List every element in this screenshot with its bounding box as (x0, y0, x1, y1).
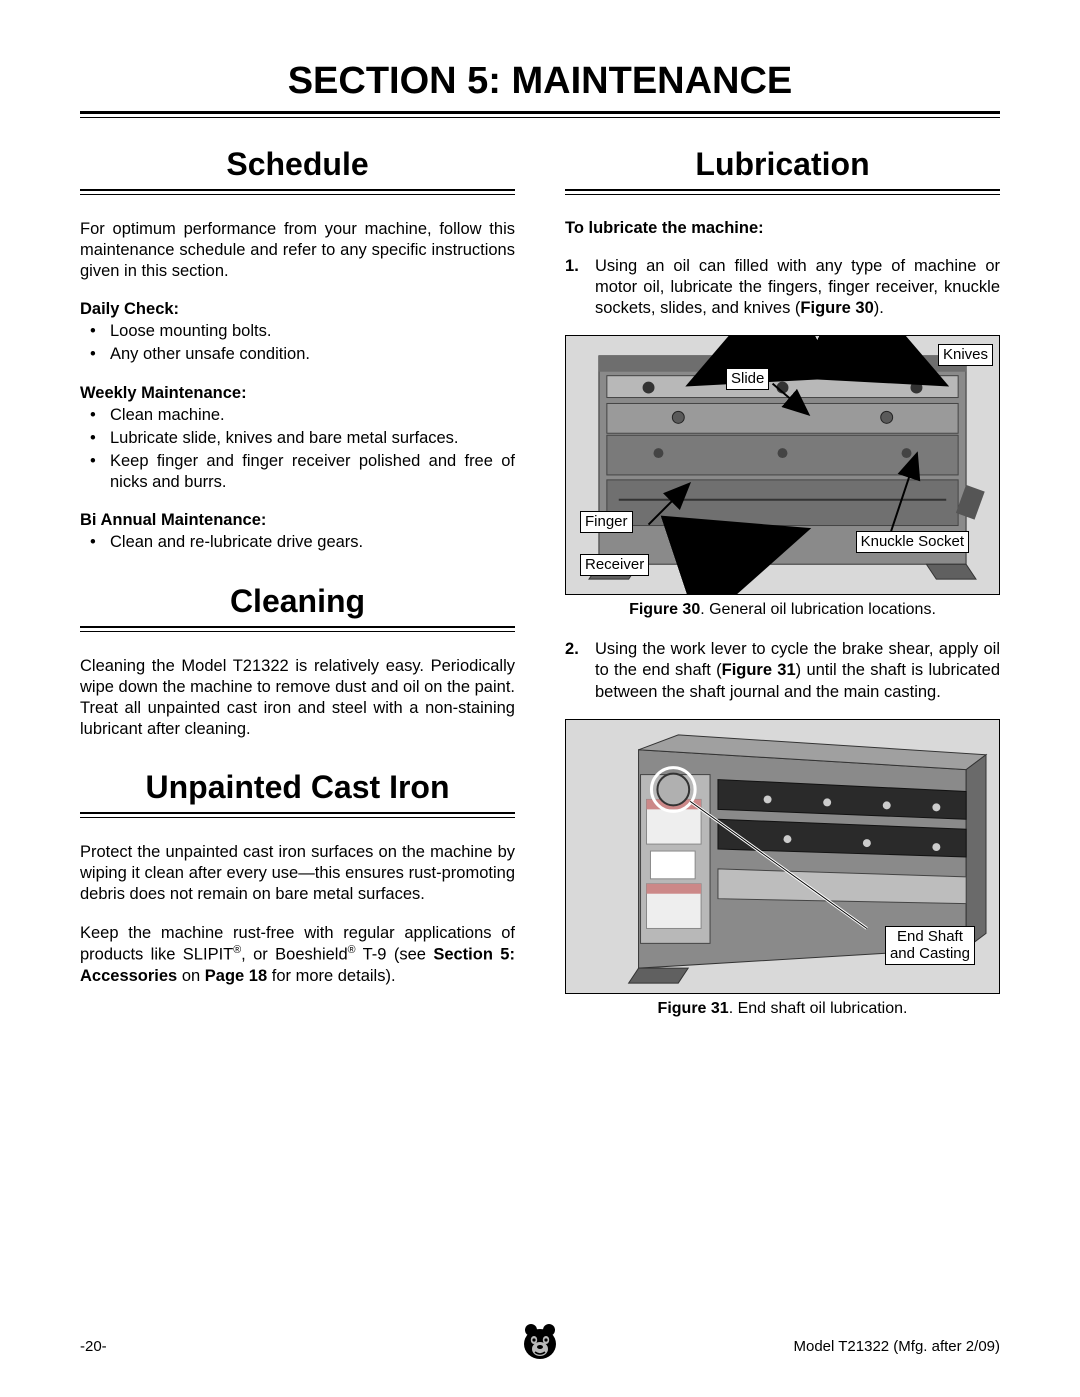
lubricate-lead: To lubricate the machine: (565, 219, 1000, 238)
section-title: SECTION 5: MAINTENANCE (80, 60, 1000, 103)
list-item: Loose mounting bolts. (110, 321, 515, 342)
lubrication-steps: Using an oil can filled with any type of… (565, 256, 1000, 319)
label-knives: Knives (938, 344, 993, 365)
label-slide: Slide (726, 368, 769, 389)
two-column-layout: Schedule For optimum performance from yo… (80, 146, 1000, 1018)
lubrication-steps-2: Using the work lever to cycle the brake … (565, 639, 1000, 702)
page: SECTION 5: MAINTENANCE Schedule For opti… (0, 0, 1080, 1058)
castiron-p1: Protect the unpainted cast iron surfaces… (80, 842, 515, 905)
castiron-title: Unpainted Cast Iron (80, 769, 515, 806)
section-rule (80, 111, 1000, 114)
section-rule (80, 117, 1000, 118)
label-knuckle: Knuckle Socket (856, 531, 969, 552)
model-info: Model T21322 (Mfg. after 2/09) (794, 1338, 1001, 1355)
figure-30-caption: Figure 30. General oil lubrication locat… (565, 601, 1000, 619)
cleaning-title: Cleaning (80, 583, 515, 620)
lubrication-title: Lubrication (565, 146, 1000, 183)
list-item: Lubricate slide, knives and bare metal s… (110, 428, 515, 449)
list-item: Keep finger and finger receiver polished… (110, 451, 515, 493)
weekly-list: Clean machine. Lubricate slide, knives a… (80, 405, 515, 493)
biannual-list: Clean and re-lubricate drive gears. (80, 532, 515, 553)
rule (80, 812, 515, 818)
list-item: Clean machine. (110, 405, 515, 426)
rule (80, 189, 515, 195)
rule (80, 626, 515, 632)
label-end-shaft: End Shaft and Casting (885, 926, 975, 965)
page-number: -20- (80, 1338, 107, 1355)
schedule-intro: For optimum performance from your machin… (80, 219, 515, 282)
list-item: Clean and re-lubricate drive gears. (110, 532, 515, 553)
label-finger: Finger (580, 511, 633, 532)
daily-list: Loose mounting bolts. Any other unsafe c… (80, 321, 515, 365)
daily-label: Daily Check: (80, 300, 515, 319)
figure-30: Knives Slide Finger Receiver Knuckle Soc… (565, 335, 1000, 595)
step-2: Using the work lever to cycle the brake … (595, 639, 1000, 702)
step-1: Using an oil can filled with any type of… (595, 256, 1000, 319)
castiron-p2: Keep the machine rust-free with regular … (80, 923, 515, 987)
schedule-title: Schedule (80, 146, 515, 183)
figure-31: End Shaft and Casting (565, 719, 1000, 994)
label-receiver: Receiver (580, 554, 649, 575)
rule (565, 189, 1000, 195)
biannual-label: Bi Annual Maintenance: (80, 511, 515, 530)
weekly-label: Weekly Maintenance: (80, 384, 515, 403)
cleaning-text: Cleaning the Model T21322 is relatively … (80, 656, 515, 740)
figure-31-caption: Figure 31. End shaft oil lubrication. (565, 1000, 1000, 1018)
right-column: Lubrication To lubricate the machine: Us… (565, 146, 1000, 1018)
bear-logo-icon (519, 1320, 561, 1367)
list-item: Any other unsafe condition. (110, 344, 515, 365)
left-column: Schedule For optimum performance from yo… (80, 146, 515, 1018)
